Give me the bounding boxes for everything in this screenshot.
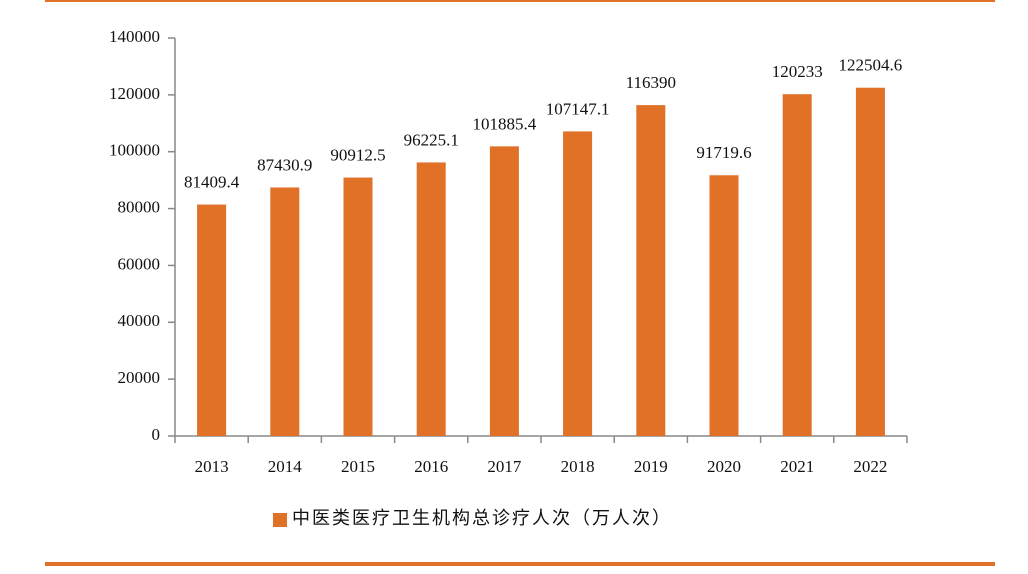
x-tick-label: 2016 [414, 457, 448, 476]
data-label: 81409.4 [184, 172, 240, 191]
y-tick-label: 20000 [118, 368, 161, 387]
data-label: 87430.9 [257, 155, 312, 174]
x-tick-label: 2018 [561, 457, 595, 476]
x-tick-label: 2022 [853, 457, 887, 476]
bar [855, 87, 885, 436]
y-tick-label: 100000 [109, 141, 160, 160]
data-label: 122504.6 [839, 56, 903, 75]
bar [636, 105, 666, 436]
bar [197, 204, 227, 436]
bar [782, 94, 812, 436]
y-tick-label: 40000 [118, 311, 161, 330]
bar [416, 162, 446, 436]
legend-text: 中医类医疗卫生机构总诊疗人次（万人次） [292, 508, 672, 528]
data-label: 96225.1 [404, 130, 459, 149]
y-tick-label: 80000 [118, 197, 161, 216]
x-tick-label: 2021 [780, 457, 814, 476]
bar [709, 175, 739, 436]
data-label: 120233 [772, 62, 823, 81]
x-tick-label: 2020 [707, 457, 741, 476]
bar [563, 131, 593, 436]
data-label: 107147.1 [546, 99, 610, 118]
bar [343, 177, 373, 436]
bar [270, 187, 300, 436]
data-label: 91719.6 [696, 143, 751, 162]
y-tick-label: 60000 [118, 254, 161, 273]
data-label: 101885.4 [473, 114, 537, 133]
x-tick-label: 2014 [268, 457, 303, 476]
y-tick-label: 0 [152, 425, 161, 444]
data-label: 90912.5 [330, 145, 385, 164]
x-tick-label: 2015 [341, 457, 375, 476]
bar [489, 146, 519, 436]
y-tick-label: 140000 [109, 27, 160, 46]
x-tick-label: 2019 [634, 457, 668, 476]
data-label: 116390 [626, 73, 676, 92]
y-tick-label: 120000 [109, 84, 160, 103]
x-tick-label: 2013 [195, 457, 229, 476]
legend-swatch [273, 513, 287, 527]
x-tick-label: 2017 [487, 457, 522, 476]
